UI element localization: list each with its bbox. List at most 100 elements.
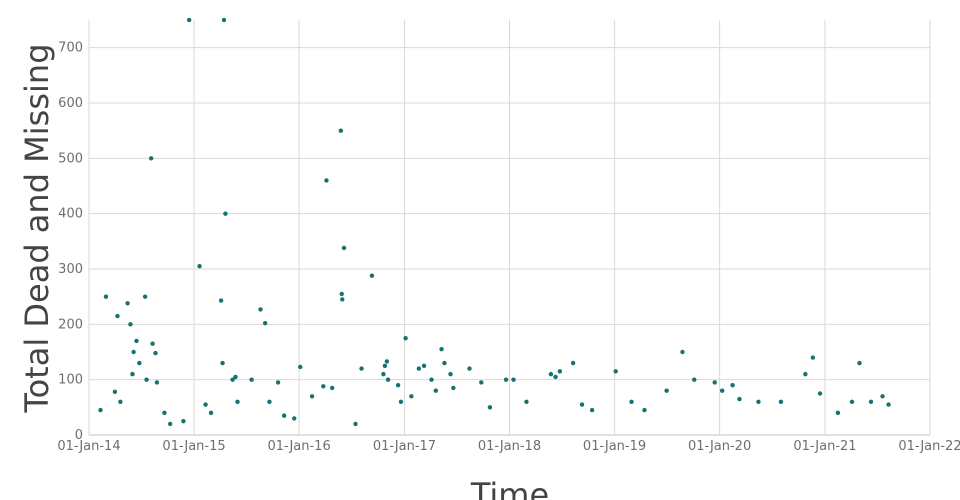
data-points	[98, 17, 891, 427]
y-tick-label: 600	[58, 96, 83, 111]
data-point	[395, 383, 401, 388]
data-point	[737, 396, 742, 402]
data-point	[613, 369, 618, 374]
data-point	[553, 374, 558, 380]
data-point	[403, 335, 408, 341]
data-point	[341, 245, 347, 251]
data-point	[719, 388, 725, 393]
data-point	[442, 360, 447, 366]
data-point	[433, 388, 439, 393]
data-point	[503, 377, 509, 382]
data-point	[223, 211, 228, 216]
data-point	[128, 322, 133, 327]
data-point	[467, 366, 472, 371]
data-point	[398, 399, 404, 404]
x-axis-title: Time	[470, 476, 549, 500]
data-point	[339, 291, 344, 297]
data-point	[230, 377, 235, 382]
data-point	[125, 301, 130, 306]
data-point	[382, 363, 388, 369]
data-point	[548, 371, 554, 377]
data-point	[557, 369, 563, 374]
data-point	[589, 407, 595, 413]
data-point	[218, 298, 224, 303]
data-point	[321, 384, 326, 389]
data-point	[338, 128, 344, 133]
data-point	[148, 156, 154, 161]
data-point	[235, 399, 240, 404]
data-point	[221, 17, 227, 23]
data-point	[886, 402, 891, 407]
data-point	[233, 374, 238, 380]
data-point	[369, 273, 375, 278]
x-tick-label: 01-Jan-16	[267, 439, 330, 454]
data-point	[112, 389, 118, 395]
data-point	[309, 394, 315, 399]
data-point	[778, 399, 784, 404]
data-point	[153, 350, 158, 356]
data-point	[429, 377, 434, 382]
x-tick-label: 01-Jan-14	[57, 439, 120, 454]
data-point	[385, 377, 391, 382]
data-point	[262, 321, 268, 326]
data-point	[340, 297, 345, 302]
data-point	[712, 380, 717, 385]
data-point	[849, 399, 855, 404]
y-tick-label: 300	[58, 262, 83, 277]
data-point	[162, 410, 167, 416]
data-point	[267, 399, 272, 404]
data-point	[416, 366, 422, 371]
data-point	[835, 410, 841, 416]
y-tick-label: 0	[75, 428, 83, 443]
x-tick-label: 01-Jan-18	[478, 439, 541, 454]
data-point	[421, 363, 427, 369]
data-point	[292, 416, 297, 421]
data-point	[208, 410, 214, 416]
data-point	[381, 371, 386, 377]
data-point	[448, 371, 453, 377]
data-point	[756, 399, 761, 404]
x-tick-label: 01-Jan-15	[162, 439, 225, 454]
y-tick-label: 700	[58, 41, 83, 56]
y-tick-label: 100	[58, 373, 83, 388]
data-point	[150, 341, 155, 346]
data-point	[281, 413, 287, 418]
data-point	[409, 394, 414, 399]
data-point	[579, 402, 585, 407]
y-tick-label: 500	[58, 151, 83, 166]
data-point	[130, 371, 135, 377]
data-point	[857, 360, 862, 366]
data-point	[664, 388, 669, 393]
data-point	[487, 405, 493, 410]
data-point	[203, 402, 208, 407]
data-point	[181, 418, 186, 424]
data-point	[197, 264, 202, 269]
data-point	[167, 421, 173, 427]
data-point	[439, 347, 444, 352]
data-point	[298, 364, 303, 370]
data-point	[817, 391, 823, 396]
data-point	[131, 349, 136, 355]
data-point	[249, 377, 254, 382]
data-point	[524, 399, 529, 404]
data-point	[115, 313, 120, 319]
data-point	[330, 385, 335, 391]
x-tick-label: 01-Jan-21	[793, 439, 856, 454]
data-point	[803, 371, 808, 377]
data-point	[692, 377, 697, 382]
data-point	[880, 394, 885, 399]
data-point	[353, 421, 358, 427]
data-point	[324, 178, 329, 183]
y-tick-label: 200	[58, 317, 83, 332]
data-point	[144, 377, 149, 382]
data-point	[220, 360, 225, 366]
data-point	[275, 380, 281, 385]
data-point	[642, 407, 647, 413]
data-point	[868, 399, 874, 404]
data-point	[384, 359, 390, 364]
data-point	[680, 349, 685, 355]
x-tick-label: 01-Jan-22	[898, 439, 960, 454]
data-point	[103, 294, 109, 299]
y-axis-title: Total Dead and Missing	[18, 43, 56, 413]
